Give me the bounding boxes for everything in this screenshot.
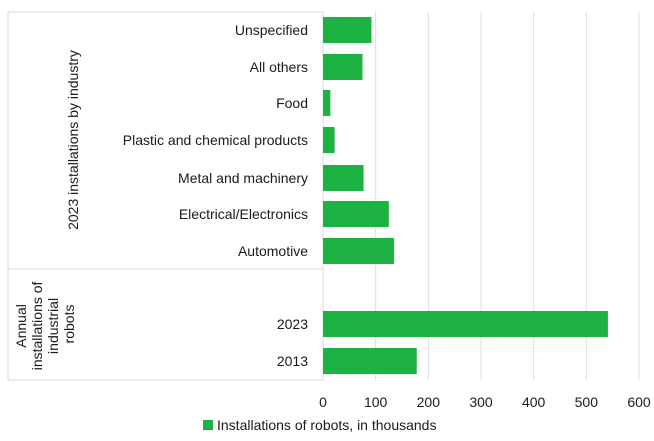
x-tick-label-300: 300 xyxy=(469,394,493,410)
group-label-annual-line-1: Annual xyxy=(13,304,29,348)
x-tick-label-200: 200 xyxy=(417,394,441,410)
category-label-plastic-and-chemical-products: Plastic and chemical products xyxy=(123,132,308,148)
bar-all-others xyxy=(323,54,363,80)
group-label-annual: Annual installations of industrial robot… xyxy=(13,278,77,371)
category-label-automotive: Automotive xyxy=(238,243,308,259)
group-labels: 2023 installations by industry Annual in… xyxy=(13,50,81,370)
category-label-2013: 2013 xyxy=(277,353,308,369)
category-label-2023: 2023 xyxy=(277,316,308,332)
x-tick-label-0: 0 xyxy=(319,394,327,410)
chart-frame xyxy=(7,11,323,381)
bar-unspecified xyxy=(323,17,372,43)
x-tick-label-500: 500 xyxy=(575,394,599,410)
legend-swatch xyxy=(203,420,213,430)
bar-metal-and-machinery xyxy=(323,165,364,191)
category-label-unspecified: Unspecified xyxy=(235,22,308,38)
category-label-electrical-electronics: Electrical/Electronics xyxy=(179,206,308,222)
x-axis-tick-labels: 0 100 200 300 400 500 600 xyxy=(319,394,651,410)
bar-food xyxy=(323,90,331,116)
group-label-annual-line-3: industrial xyxy=(45,298,61,354)
legend-label: Installations of robots, in thousands xyxy=(217,417,436,433)
x-tick-label-100: 100 xyxy=(364,394,388,410)
bar-automotive xyxy=(323,238,395,264)
category-label-all-others: All others xyxy=(250,59,308,75)
bars xyxy=(323,17,608,374)
x-tick-label-400: 400 xyxy=(522,394,546,410)
legend: Installations of robots, in thousands xyxy=(203,417,436,433)
bar-plastic-and-chemical-products xyxy=(323,127,335,153)
group-label-annual-line-4: robots xyxy=(61,305,77,344)
bar-electrical-electronics xyxy=(323,201,389,227)
group-label-annual-line-2: installations of xyxy=(29,281,45,370)
gridlines xyxy=(322,12,640,380)
group-label-industry: 2023 installations by industry xyxy=(65,50,81,230)
x-tick-label-600: 600 xyxy=(627,394,651,410)
category-labels: Unspecified All others Food Plastic and che… xyxy=(123,22,308,369)
bar-2013 xyxy=(323,348,417,374)
bar-2023 xyxy=(323,311,608,337)
category-label-food: Food xyxy=(276,95,308,111)
category-label-metal-and-machinery: Metal and machinery xyxy=(178,170,308,186)
